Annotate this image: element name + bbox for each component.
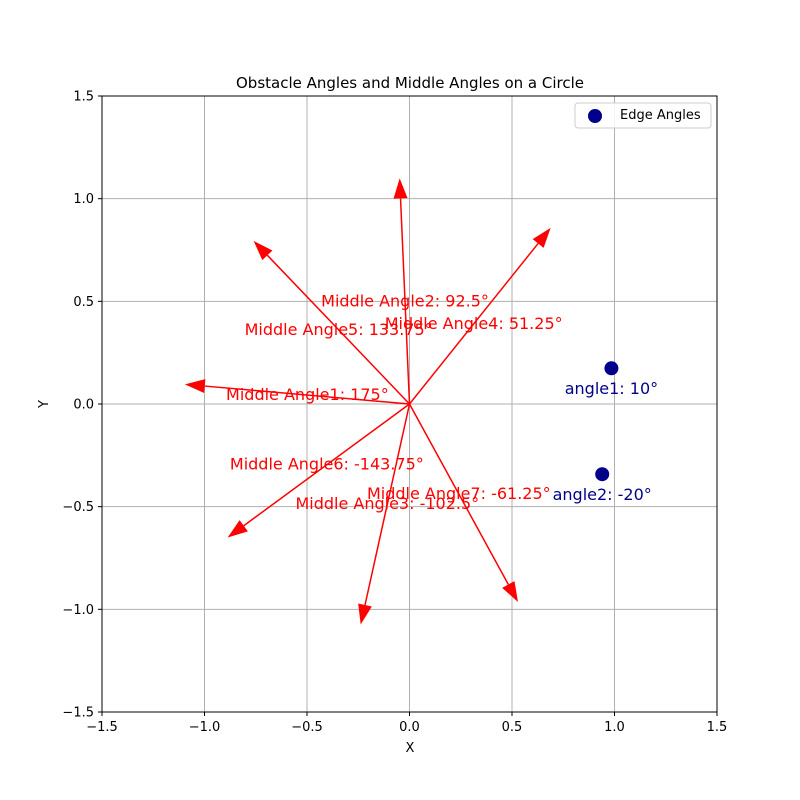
edge-point-label: angle2: -20° bbox=[553, 485, 652, 504]
middle-angle-arrow-shaft bbox=[266, 254, 411, 405]
edge-points bbox=[595, 361, 619, 482]
legend-box bbox=[574, 102, 712, 129]
edge-point-labels: angle1: 10° angle2: -20° bbox=[553, 379, 659, 504]
y-tick-label: −0.5 bbox=[62, 500, 94, 515]
y-tick-label: −1.0 bbox=[62, 603, 94, 618]
middle-angle-arrow-shaft bbox=[243, 403, 410, 527]
middle-angle-label: Middle Angle7: -61.25° bbox=[367, 484, 551, 503]
middle-angle-label: Middle Angle4: 51.25° bbox=[385, 314, 563, 333]
plot-frame bbox=[101, 95, 718, 713]
middle-angle-labels: Middle Angle1: 175° Middle Angle2: 92.5° M… bbox=[226, 291, 563, 513]
x-tick-label: 0.5 bbox=[502, 720, 523, 735]
x-tick-label: 1.0 bbox=[604, 720, 625, 735]
middle-angle-arrow-shaft bbox=[408, 242, 539, 405]
x-tick-label: −1.5 bbox=[86, 720, 118, 735]
legend: Edge Angles bbox=[574, 102, 712, 129]
axis-ticks: −1.5 −1.0 −0.5 0.0 0.5 1.0 1.5 −1.5 −1.0 −0.5 0.0 0… bbox=[62, 90, 727, 736]
edge-point bbox=[604, 361, 619, 376]
middle-angle-arrow-shaft bbox=[364, 403, 411, 606]
middle-angle-arrowhead bbox=[184, 379, 206, 394]
x-axis-label: X bbox=[406, 741, 415, 756]
x-tick-label: 1.5 bbox=[707, 720, 728, 735]
x-tick-label: 0.0 bbox=[399, 720, 420, 735]
middle-angle-arrow-shaft bbox=[204, 385, 410, 405]
y-tick-label: 0.0 bbox=[73, 398, 94, 413]
edge-point bbox=[595, 467, 610, 482]
middle-angle-label: Middle Angle1: 175° bbox=[226, 385, 389, 404]
x-tick-label: −1.0 bbox=[189, 720, 221, 735]
middle-angle-label: Middle Angle5: 133.75° bbox=[245, 320, 433, 339]
middle-angle-label: Middle Angle2: 92.5° bbox=[321, 291, 489, 310]
chart-title: Obstacle Angles and Middle Angles on a C… bbox=[236, 74, 584, 92]
y-tick-label: 1.5 bbox=[73, 90, 94, 105]
y-axis-label: Y bbox=[37, 400, 52, 409]
middle-angle-arrow-shaft bbox=[399, 198, 411, 405]
middle-angle-arrow-shaft bbox=[408, 403, 510, 585]
x-tick-label: −0.5 bbox=[291, 720, 323, 735]
middle-angle-arrowhead bbox=[502, 581, 518, 603]
edge-point-label: angle1: 10° bbox=[565, 379, 658, 398]
middle-angle-arrows bbox=[184, 178, 551, 625]
middle-angle-label: Middle Angle6: -143.75° bbox=[230, 455, 424, 474]
middle-angle-arrowhead bbox=[253, 240, 273, 261]
y-tick-label: 0.5 bbox=[73, 295, 94, 310]
middle-angle-arrowhead bbox=[532, 227, 551, 248]
middle-angle-arrowhead bbox=[358, 603, 372, 625]
middle-angle-label: Middle Angle3: -102.5° bbox=[295, 494, 479, 513]
y-tick-label: −1.5 bbox=[62, 706, 94, 721]
middle-angle-arrowhead bbox=[227, 520, 248, 538]
middle-angle-arrowhead bbox=[393, 178, 408, 199]
legend-marker bbox=[588, 109, 602, 123]
legend-label: Edge Angles bbox=[620, 108, 701, 123]
y-tick-label: 1.0 bbox=[73, 192, 94, 207]
